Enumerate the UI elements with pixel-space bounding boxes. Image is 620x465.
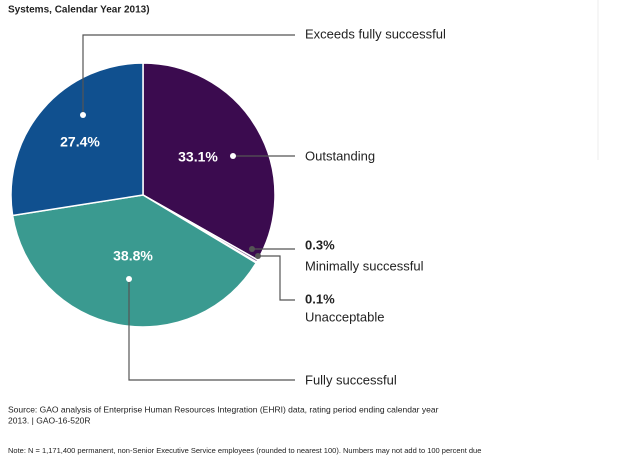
leader-dot [80, 112, 86, 118]
source-line: Source: GAO analysis of Enterprise Human… [8, 404, 439, 414]
pie [10, 62, 276, 328]
value-label: 0.3% [305, 237, 335, 252]
leader-line [82, 34, 295, 115]
value-label: 27.4% [60, 134, 100, 150]
source-line: 2013. | GAO-16-520R [8, 415, 91, 425]
leader-dot [249, 246, 255, 252]
category-label: Outstanding [305, 148, 375, 163]
category-label: Exceeds fully successful [305, 26, 446, 41]
category-label: Fully successful [305, 372, 397, 387]
category-label: Unacceptable [305, 309, 385, 324]
pie-slice [10, 62, 144, 217]
chart-subtitle: Systems, Calendar Year 2013) [8, 5, 150, 16]
leader-line [128, 279, 295, 381]
leader-dot [126, 276, 132, 282]
pie-slice [11, 194, 258, 328]
labels: 33.1% Outstanding 0.3% Minimally successful… [60, 26, 446, 387]
value-label: 38.8% [113, 248, 153, 264]
value-label: 0.1% [305, 291, 335, 306]
value-label: 33.1% [178, 149, 218, 165]
leader-line [258, 255, 295, 301]
leader-dot [230, 153, 236, 159]
note: Note: N = 1,171,400 permanent, non-Senio… [8, 446, 481, 455]
leader-dot [255, 253, 261, 259]
category-label: Minimally successful [305, 258, 424, 273]
pie-slice [142, 62, 276, 262]
